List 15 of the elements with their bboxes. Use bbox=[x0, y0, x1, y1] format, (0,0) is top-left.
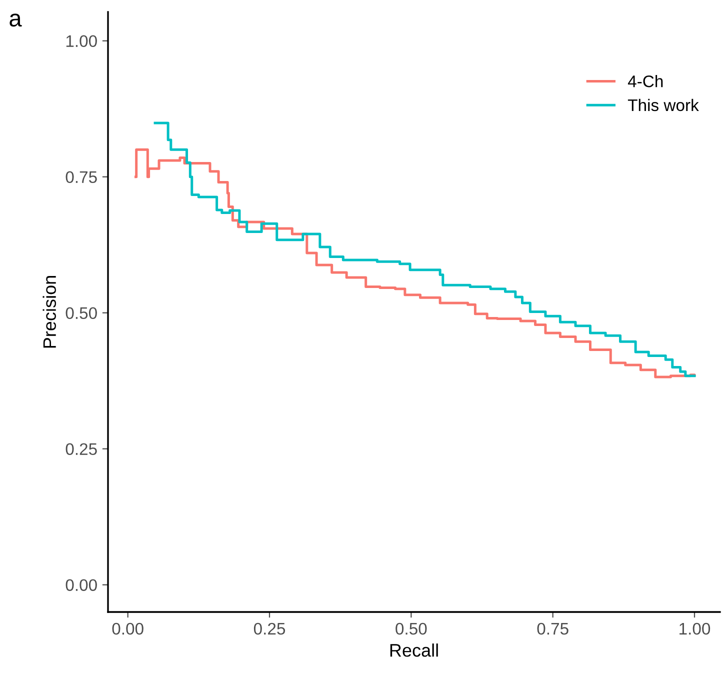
y-tick-label: 0.00 bbox=[66, 579, 97, 592]
y-tick-label: 0.25 bbox=[66, 443, 97, 456]
legend-label: 4-Ch bbox=[628, 75, 663, 88]
y-tick-label: 1.00 bbox=[66, 35, 97, 48]
x-tick-label: 0.75 bbox=[537, 622, 568, 635]
y-axis-title: Precision bbox=[42, 276, 56, 348]
x-tick-label: 0.25 bbox=[254, 622, 286, 635]
x-axis-title: Recall bbox=[390, 644, 438, 657]
y-tick-label: 0.75 bbox=[66, 171, 97, 184]
x-tick-label: 0.50 bbox=[396, 622, 427, 635]
legend-label: This work bbox=[628, 98, 699, 112]
x-tick-label: 1.00 bbox=[680, 622, 710, 635]
chart-title: a bbox=[10, 14, 22, 27]
x-tick-label: 0.00 bbox=[112, 622, 144, 635]
y-tick-label: 0.50 bbox=[66, 307, 97, 320]
